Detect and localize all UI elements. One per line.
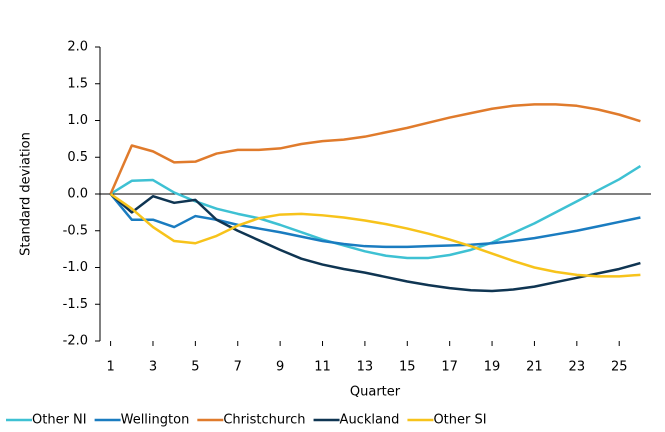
x-tick-label: 25 bbox=[611, 360, 628, 375]
x-tick-label: 15 bbox=[399, 360, 416, 375]
series-line bbox=[109, 193, 641, 249]
legend-label: Auckland bbox=[340, 413, 400, 428]
x-axis-label: Quarter bbox=[350, 385, 401, 400]
x-tick-label: 11 bbox=[314, 360, 331, 375]
x-tick-label: 9 bbox=[276, 360, 284, 375]
series-line bbox=[109, 165, 642, 260]
y-tick-label: 1.0 bbox=[67, 113, 88, 128]
x-tick-label: 3 bbox=[149, 360, 157, 375]
y-tick-label: 0.5 bbox=[67, 150, 88, 165]
x-tick-label: 23 bbox=[569, 360, 586, 375]
series-line bbox=[109, 103, 641, 195]
x-tick-label: 21 bbox=[526, 360, 543, 375]
legend-label: Other SI bbox=[433, 413, 486, 428]
legend-label: Christchurch bbox=[223, 413, 305, 428]
y-tick-label: -2.0 bbox=[63, 334, 88, 349]
series-line bbox=[109, 192, 641, 278]
x-tick-label: 5 bbox=[191, 360, 199, 375]
y-axis-label: Standard deviation bbox=[19, 132, 34, 256]
y-tick-label: 1.5 bbox=[67, 76, 88, 91]
x-tick-label: 19 bbox=[484, 360, 501, 375]
series-line bbox=[109, 193, 641, 293]
y-tick-label: -1.5 bbox=[63, 297, 88, 312]
y-tick-label: 2.0 bbox=[67, 40, 88, 55]
x-tick-label: 1 bbox=[106, 360, 114, 375]
legend-label: Wellington bbox=[121, 413, 190, 428]
y-tick-label: 0.0 bbox=[67, 187, 88, 202]
y-tick-label: -1.0 bbox=[63, 260, 88, 275]
y-tick-label: -0.5 bbox=[63, 223, 88, 238]
x-tick-label: 13 bbox=[357, 360, 374, 375]
x-tick-label: 7 bbox=[234, 360, 242, 375]
legend-label: Other NI bbox=[32, 413, 87, 428]
x-tick-label: 17 bbox=[441, 360, 458, 375]
